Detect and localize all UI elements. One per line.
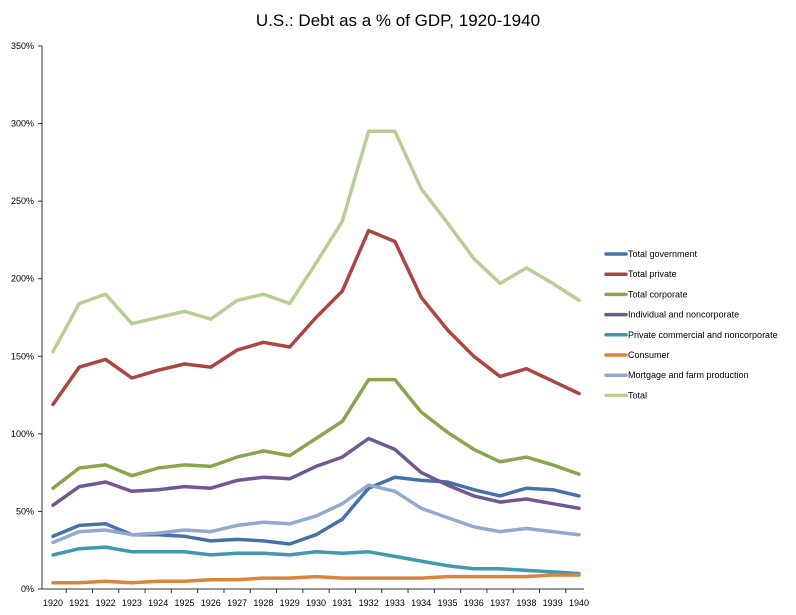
x-tick-label: 1940	[569, 598, 589, 608]
x-tick-label: 1929	[280, 598, 300, 608]
x-tick-label: 1937	[490, 598, 510, 608]
y-tick-label: 150%	[11, 351, 34, 361]
y-tick-label: 250%	[11, 196, 34, 206]
legend-label-total-government: Total government	[628, 249, 698, 259]
x-tick-label: 1924	[148, 598, 168, 608]
y-tick-label: 50%	[16, 506, 34, 516]
x-tick-label: 1931	[332, 598, 352, 608]
x-tick-label: 1936	[464, 598, 484, 608]
y-tick-label: 100%	[11, 429, 34, 439]
series-line-consumer	[51, 573, 581, 585]
x-tick-label: 1932	[359, 598, 379, 608]
legend-label-mortgage-and-farm-production: Mortgage and farm production	[628, 370, 749, 380]
x-tick-label: 1933	[385, 598, 405, 608]
x-tick-label: 1922	[96, 598, 116, 608]
legend-label-individual-and-noncorporate: Individual and noncorporate	[628, 310, 739, 320]
series-line-private-commercial-and-noncorporate	[51, 545, 581, 576]
legend-label-total-private: Total private	[628, 269, 677, 279]
y-tick-label: 350%	[11, 41, 34, 51]
x-tick-label: 1923	[122, 598, 142, 608]
series-line-total-private	[51, 228, 581, 407]
series-lines	[51, 129, 581, 585]
legend-label-total: Total	[628, 390, 647, 400]
series-line-total	[51, 129, 581, 354]
series-line-mortgage-and-farm-production	[51, 483, 581, 545]
y-tick-label: 200%	[11, 274, 34, 284]
x-tick-label: 1934	[411, 598, 431, 608]
x-tick-label: 1939	[543, 598, 563, 608]
legend: Total government Total private Total corpo…	[604, 249, 778, 400]
x-tick-label: 1925	[174, 598, 194, 608]
x-tick-label: 1930	[306, 598, 326, 608]
legend-label-total-corporate: Total corporate	[628, 289, 688, 299]
legend-label-consumer: Consumer	[628, 350, 670, 360]
x-tick-label: 1921	[69, 598, 89, 608]
series-line-total-corporate	[51, 377, 581, 490]
x-tick-label: 1926	[201, 598, 221, 608]
x-tick-label: 1920	[43, 598, 63, 608]
y-tick-label: 300%	[11, 119, 34, 129]
series-line-individual-and-noncorporate	[51, 436, 581, 511]
chart-title: U.S.: Debt as a % of GDP, 1920-1940	[256, 11, 540, 30]
legend-label-private-commercial-and-noncorporate: Private commercial and noncorporate	[628, 330, 778, 340]
x-tick-label: 1935	[437, 598, 457, 608]
y-tick-label: 0%	[21, 584, 34, 594]
y-tick-group: 0% 50% 100% 150% 200% 250% 300% 350%	[11, 41, 42, 594]
x-tick-label: 1928	[253, 598, 273, 608]
x-tick-group: 1920 1921 1922 1923 1924 1925 1926 1927 1928 1929…	[43, 589, 589, 608]
x-tick-label: 1938	[516, 598, 536, 608]
x-tick-label: 1927	[227, 598, 247, 608]
